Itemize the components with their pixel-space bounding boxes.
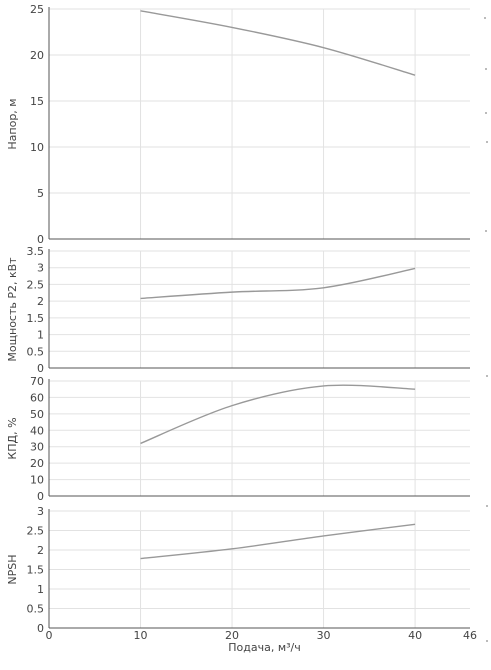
edge-mark-decor (486, 141, 488, 143)
chart-panel: 0 10 20 30 40 50 60 70 КПД, % (6, 375, 470, 503)
chart-panel: 0 0.5 1 1.5 2 2.5 3 NPSH (6, 505, 470, 635)
x-tick-label: 0 (46, 629, 53, 642)
y-tick-label: 1.5 (27, 312, 45, 325)
chart-panel: 0 0.5 1 1.5 2 2.5 3 3.5 Мощность P2, кВт (6, 245, 470, 375)
y-axis-title: NPSH (6, 554, 19, 584)
y-tick-label: 60 (30, 391, 44, 404)
chart-panel: 0 5 10 15 20 25 Напор, м (6, 3, 470, 246)
y-tick-label: 10 (30, 141, 44, 154)
x-tick-label: 46 (463, 629, 477, 642)
y-tick-label: 0 (37, 490, 44, 503)
y-tick-label: 0 (37, 622, 44, 635)
y-tick-label: 2.5 (27, 278, 45, 291)
y-tick-label: 70 (30, 375, 44, 388)
series-line (140, 384, 416, 445)
y-tick-label: 3 (37, 262, 44, 275)
x-tick-label: 10 (134, 629, 148, 642)
y-tick-label: 30 (30, 441, 44, 454)
y-tick-label: 0 (37, 233, 44, 246)
x-tick-label: 20 (225, 629, 239, 642)
y-tick-label: 5 (37, 187, 44, 200)
y-tick-label: 1.5 (27, 564, 45, 577)
x-tick-label: 40 (408, 629, 422, 642)
y-tick-label: 1 (37, 583, 44, 596)
edge-mark-decor (486, 505, 488, 507)
y-tick-label: 25 (30, 3, 44, 16)
x-axis: 0 10 20 30 40 46 Подача, м³/ч (46, 629, 478, 654)
y-tick-label: 3.5 (27, 245, 45, 258)
y-tick-label: 20 (30, 49, 44, 62)
y-tick-label: 2 (37, 544, 44, 557)
y-axis-title: Напор, м (6, 98, 19, 149)
edge-mark-decor (485, 230, 487, 232)
y-tick-label: 1 (37, 329, 44, 342)
edge-mark-decor (485, 68, 487, 70)
edge-mark-decor (486, 375, 488, 377)
series-line (140, 267, 416, 300)
y-tick-label: 15 (30, 95, 44, 108)
edge-mark-decor (485, 112, 487, 114)
y-tick-label: 0.5 (27, 603, 45, 616)
y-tick-label: 0.5 (27, 345, 45, 358)
y-tick-label: 2 (37, 295, 44, 308)
y-axis-title: КПД, % (6, 417, 19, 459)
x-tick-label: 30 (317, 629, 331, 642)
y-tick-label: 40 (30, 424, 44, 437)
y-tick-label: 10 (30, 474, 44, 487)
y-tick-label: 3 (37, 505, 44, 518)
edge-mark-decor (484, 17, 486, 19)
y-axis-title: Мощность P2, кВт (6, 257, 19, 362)
series-line (140, 10, 416, 76)
series-line (140, 523, 416, 560)
y-tick-label: 50 (30, 408, 44, 421)
y-tick-label: 0 (37, 362, 44, 375)
y-tick-label: 20 (30, 457, 44, 470)
x-axis-title: Подача, м³/ч (228, 641, 301, 654)
edge-mark-decor (486, 640, 488, 642)
y-tick-label: 2.5 (27, 525, 45, 538)
